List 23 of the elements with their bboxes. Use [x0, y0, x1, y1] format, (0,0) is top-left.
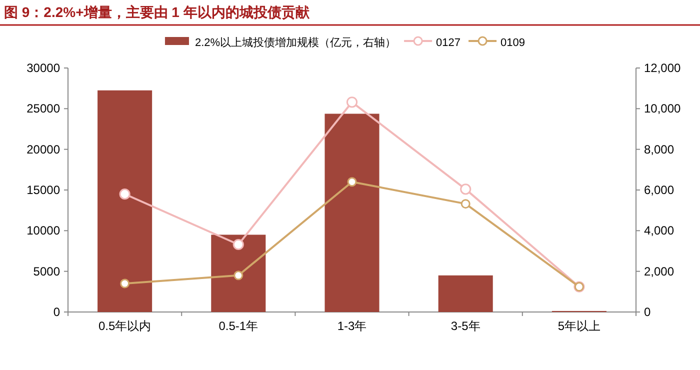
x-tick-label: 5年以上 — [558, 319, 601, 333]
y2-tick-label: 8,000 — [644, 142, 674, 156]
y2-tick-label: 4,000 — [644, 224, 674, 238]
legend-label: 2.2%以上城投债增加规模（亿元，右轴） — [194, 36, 396, 49]
y-tick-label: 15000 — [26, 183, 60, 197]
y-tick-label: 0 — [53, 305, 60, 319]
x-tick-label: 1-3年 — [337, 319, 367, 333]
legend-label: 0109 — [500, 37, 526, 49]
y-tick-label: 5000 — [33, 264, 60, 278]
y-tick-label: 25000 — [26, 102, 60, 116]
y2-tick-label: 2,000 — [644, 264, 674, 278]
y2-tick-label: 10,000 — [644, 102, 682, 116]
x-tick-label: 0.5年以内 — [98, 319, 152, 333]
y2-tick-label: 12,000 — [644, 61, 682, 75]
y-tick-label: 10000 — [26, 224, 60, 238]
chart-title: 图 9：2.2%+增量，主要由 1 年以内的城投债贡献 — [4, 4, 310, 20]
y2-tick-label: 0 — [644, 305, 651, 319]
x-tick-label: 3-5年 — [450, 319, 480, 333]
x-tick-label: 0.5-1年 — [218, 319, 258, 333]
y2-tick-label: 6,000 — [644, 183, 674, 197]
y-tick-label: 30000 — [26, 61, 60, 75]
y-tick-label: 20000 — [26, 142, 60, 156]
legend-label: 0127 — [436, 37, 461, 49]
